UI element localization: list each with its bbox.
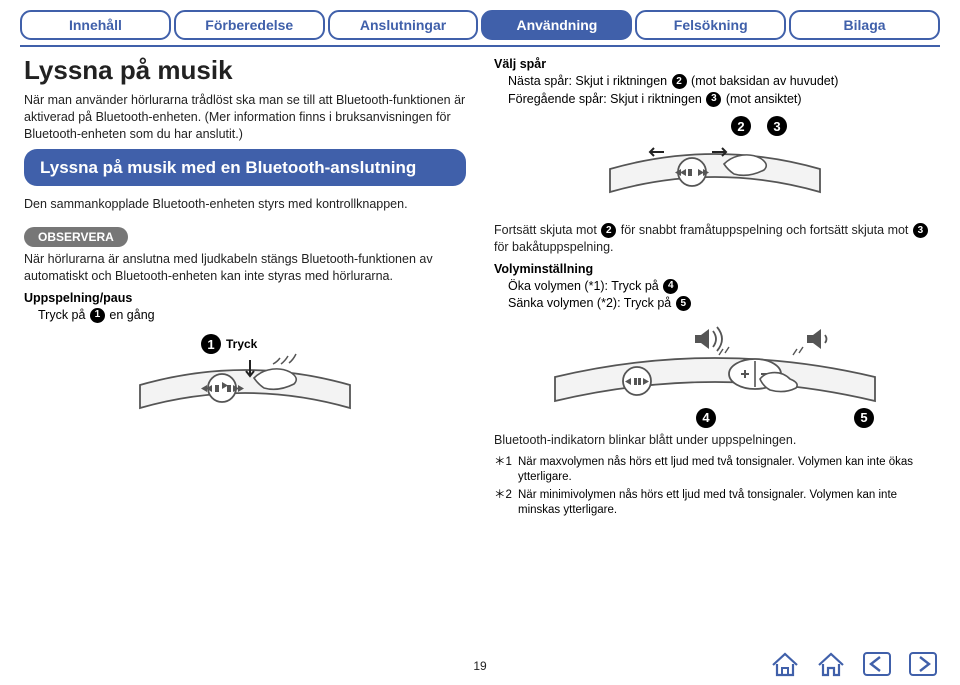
indicator-line: Bluetooth-indikatorn blinkar blått under… (494, 432, 936, 449)
ff-b: för snabbt framåtuppspelning och fortsät… (617, 223, 912, 237)
circled-2-icon: 2 (672, 74, 687, 89)
circled-3-icon: 3 (706, 92, 721, 107)
note2-text: När minimivolymen nås hörs ett ljud med … (518, 488, 936, 519)
volup-a: Öka volymen (*1): Tryck på (508, 279, 662, 293)
intro-text: När man använder hörlurarna trådlöst ska… (24, 92, 466, 143)
circled-2-lg-icon: 2 (731, 116, 751, 136)
prev-track-line: Föregående spår: Skjut i riktningen 3 (m… (494, 91, 936, 109)
press-illustration: 1 Tryck (130, 330, 360, 430)
tab-anslutningar[interactable]: Anslutningar (328, 10, 479, 40)
observera-body: När hörlurarna är anslutna med ljudkabel… (24, 251, 466, 285)
play-line-b: en gång (106, 308, 155, 322)
circled-1-icon: 1 (90, 308, 105, 323)
section-body-1: Den sammankopplade Bluetooth-enheten sty… (24, 196, 466, 213)
circled-4-lg-icon: 4 (696, 408, 716, 428)
footnotes: ＊1 När maxvolymen nås hörs ett ljud med … (494, 455, 936, 519)
footer-nav-icons (770, 651, 938, 677)
note1-mark: ＊1 (494, 455, 512, 486)
play-pause-line: Tryck på 1 en gång (24, 307, 466, 325)
circled-1-lg-icon: 1 (201, 334, 221, 354)
tab-bilaga[interactable]: Bilaga (789, 10, 940, 40)
illus1-label: Tryck (226, 337, 257, 351)
vol-up-line: Öka volymen (*1): Tryck på 4 (494, 278, 936, 296)
circled-3-lg-icon: 3 (767, 116, 787, 136)
circled-5-lg-icon: 5 (854, 408, 874, 428)
volume-heading: Volyminställning (494, 262, 936, 276)
page-content: Lyssna på musik När man använder hörlura… (0, 47, 960, 519)
nav-tabs: Innehåll Förberedelse Anslutningar Använ… (0, 0, 960, 40)
prev-page-icon[interactable] (862, 651, 892, 677)
next-a: Nästa spår: Skjut i riktningen (508, 74, 671, 88)
prev-a: Föregående spår: Skjut i riktningen (508, 92, 705, 106)
circled-2b-icon: 2 (601, 223, 616, 238)
tab-felsokning[interactable]: Felsökning (635, 10, 786, 40)
next-track-line: Nästa spår: Skjut i riktningen 2 (mot ba… (494, 73, 936, 91)
vol-down-line: Sänka volymen (*2): Tryck på 5 (494, 295, 936, 313)
circled-4-icon: 4 (663, 279, 678, 294)
prev-b: (mot ansiktet) (722, 92, 801, 106)
house-outline-icon[interactable] (816, 651, 846, 677)
tab-innehall[interactable]: Innehåll (20, 10, 171, 40)
ff-a: Fortsätt skjuta mot (494, 223, 600, 237)
volume-illustration: 4 5 (545, 319, 885, 424)
ff-c: för bakåtuppspelning. (494, 240, 614, 254)
page-title: Lyssna på musik (24, 55, 466, 86)
right-column: Välj spår Nästa spår: Skjut i riktningen… (494, 55, 936, 519)
slide-illustration: 2 3 (600, 114, 830, 214)
note1-text: När maxvolymen nås hörs ett ljud med två… (518, 455, 936, 486)
tab-anvandning[interactable]: Användning (481, 10, 632, 40)
next-page-icon[interactable] (908, 651, 938, 677)
tab-forberedelse[interactable]: Förberedelse (174, 10, 325, 40)
circled-3b-icon: 3 (913, 223, 928, 238)
voldown-a: Sänka volymen (*2): Tryck på (508, 296, 675, 310)
home-icon[interactable] (770, 651, 800, 677)
ff-rw-line: Fortsätt skjuta mot 2 för snabbt framåtu… (494, 222, 936, 256)
play-line-a: Tryck på (38, 308, 89, 322)
section-heading-box: Lyssna på musik med en Bluetooth-anslutn… (24, 149, 466, 186)
next-b: (mot baksidan av huvudet) (688, 74, 839, 88)
left-column: Lyssna på musik När man använder hörlura… (24, 55, 466, 519)
observera-badge: OBSERVERA (24, 227, 128, 247)
play-pause-heading: Uppspelning/paus (24, 291, 466, 305)
select-track-heading: Välj spår (494, 57, 936, 71)
circled-5-icon: 5 (676, 296, 691, 311)
page-number: 19 (473, 659, 486, 673)
note2-mark: ＊2 (494, 488, 512, 519)
